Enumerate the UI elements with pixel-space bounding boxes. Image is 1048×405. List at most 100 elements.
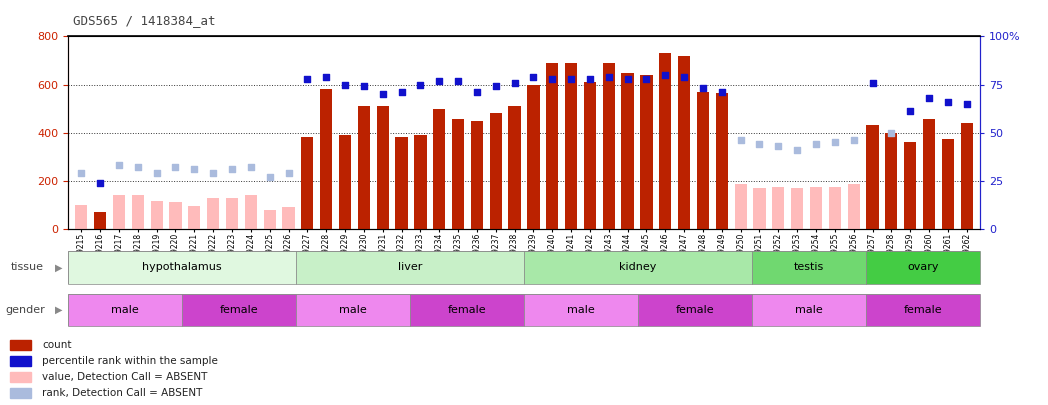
Bar xyxy=(735,184,747,229)
Point xyxy=(883,130,900,136)
Text: female: female xyxy=(220,305,259,315)
Point xyxy=(167,164,183,171)
Bar xyxy=(433,109,445,229)
Text: GDS565 / 1418384_at: GDS565 / 1418384_at xyxy=(73,14,216,27)
Point xyxy=(92,179,109,186)
Bar xyxy=(68,251,980,284)
Point xyxy=(393,89,410,96)
Point xyxy=(939,99,956,105)
Bar xyxy=(848,184,859,229)
Point xyxy=(714,89,730,96)
Bar xyxy=(923,119,935,229)
Bar xyxy=(471,121,483,229)
Bar xyxy=(752,294,866,326)
Bar xyxy=(182,294,297,326)
Bar xyxy=(75,205,87,229)
Bar xyxy=(94,212,106,229)
Point xyxy=(544,76,561,82)
Point xyxy=(148,170,165,176)
Text: female: female xyxy=(903,305,942,315)
Bar xyxy=(68,251,297,284)
Text: gender: gender xyxy=(5,305,45,315)
Bar xyxy=(414,135,427,229)
Bar xyxy=(10,372,31,382)
Bar xyxy=(226,198,238,229)
Bar xyxy=(565,63,577,229)
Bar xyxy=(829,187,840,229)
Point xyxy=(280,170,297,176)
Bar xyxy=(886,133,897,229)
Bar xyxy=(638,294,752,326)
Text: kidney: kidney xyxy=(619,262,657,272)
Bar xyxy=(621,72,634,229)
Bar xyxy=(10,388,31,398)
Point xyxy=(638,76,655,82)
Text: female: female xyxy=(447,305,486,315)
Point xyxy=(676,74,693,80)
Text: count: count xyxy=(42,340,71,350)
Text: ovary: ovary xyxy=(908,262,939,272)
Point xyxy=(261,174,278,180)
Bar xyxy=(772,187,785,229)
Bar xyxy=(263,210,276,229)
Bar xyxy=(866,251,980,284)
Point xyxy=(733,137,749,143)
Point xyxy=(846,137,863,143)
Bar xyxy=(245,195,257,229)
Text: ▶: ▶ xyxy=(54,305,62,315)
Point xyxy=(506,79,523,86)
Bar xyxy=(752,251,866,284)
Point xyxy=(619,76,636,82)
Point xyxy=(827,139,844,145)
Bar xyxy=(113,195,125,229)
Bar xyxy=(395,137,408,229)
Bar xyxy=(527,85,540,229)
Bar xyxy=(10,340,31,350)
Point xyxy=(336,81,353,88)
Bar xyxy=(10,356,31,366)
Bar xyxy=(132,195,144,229)
Text: rank, Detection Call = ABSENT: rank, Detection Call = ABSENT xyxy=(42,388,202,399)
Bar xyxy=(339,135,351,229)
Bar xyxy=(546,63,559,229)
Bar xyxy=(489,113,502,229)
Point xyxy=(204,170,221,176)
Bar xyxy=(452,119,464,229)
Bar xyxy=(208,198,219,229)
Bar xyxy=(942,139,954,229)
Bar xyxy=(189,206,200,229)
Point xyxy=(657,72,674,78)
Point xyxy=(431,77,447,84)
Bar xyxy=(584,82,596,229)
Text: male: male xyxy=(795,305,823,315)
Point xyxy=(130,164,147,171)
Bar xyxy=(961,123,973,229)
Bar xyxy=(508,106,521,229)
Point xyxy=(242,164,259,171)
Bar xyxy=(68,294,182,326)
Bar xyxy=(640,75,653,229)
Bar xyxy=(151,201,162,229)
Text: percentile rank within the sample: percentile rank within the sample xyxy=(42,356,218,366)
Point xyxy=(958,100,975,107)
Point xyxy=(808,141,825,147)
Bar xyxy=(282,207,294,229)
Bar xyxy=(297,294,410,326)
Point xyxy=(468,89,485,96)
Bar xyxy=(524,294,638,326)
Point xyxy=(901,108,918,115)
Bar xyxy=(810,187,822,229)
Bar xyxy=(524,251,752,284)
Text: male: male xyxy=(111,305,139,315)
Point xyxy=(563,76,580,82)
Bar xyxy=(678,56,691,229)
Point xyxy=(111,162,128,168)
Bar xyxy=(754,188,766,229)
Point xyxy=(355,83,372,90)
Text: tissue: tissue xyxy=(10,262,43,272)
Point xyxy=(525,74,542,80)
Text: ▶: ▶ xyxy=(54,262,62,272)
Point xyxy=(487,83,504,90)
Bar xyxy=(603,63,615,229)
Bar xyxy=(376,106,389,229)
